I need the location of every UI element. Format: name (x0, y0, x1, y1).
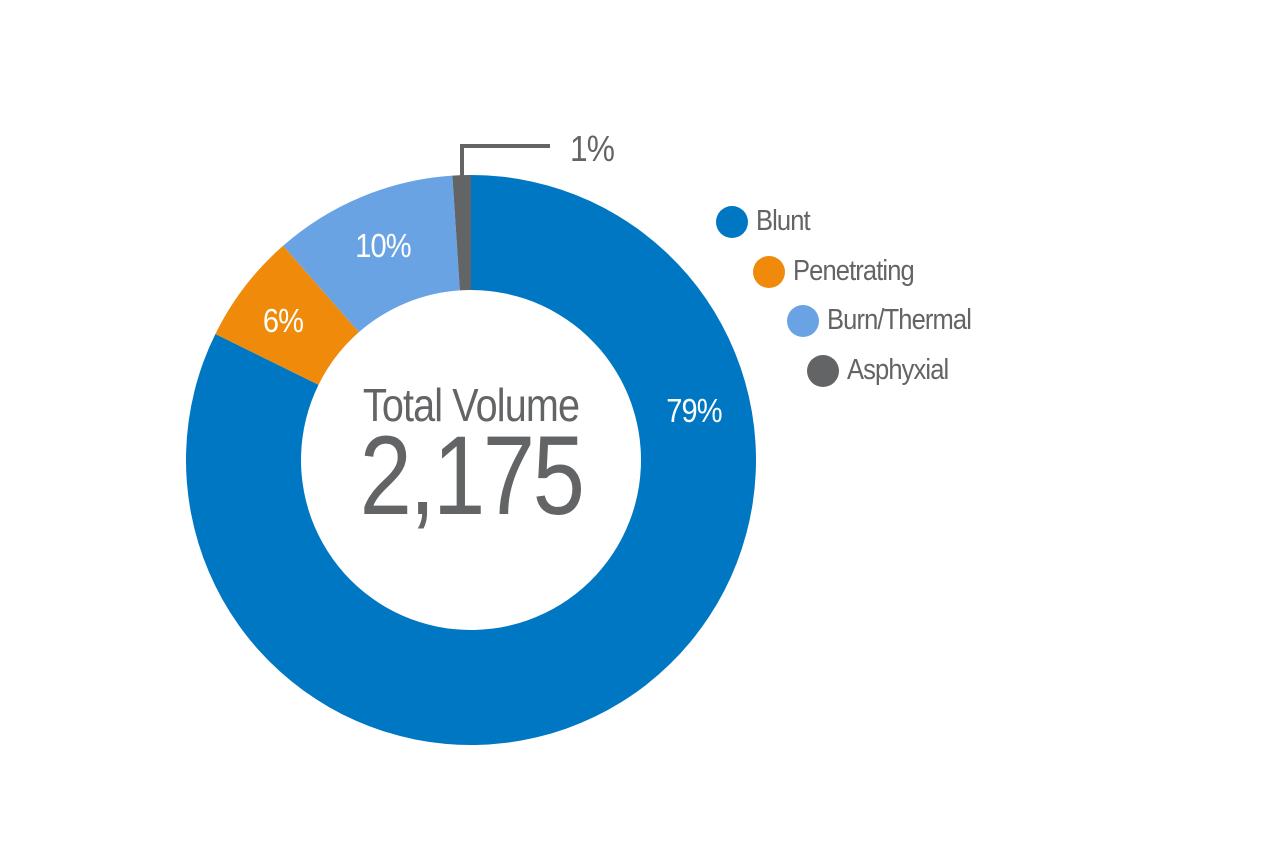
legend-item-burn-thermal: Burn/Thermal (787, 304, 991, 337)
slice-penetrating (215, 245, 359, 385)
legend-swatch-penetrating (753, 255, 785, 288)
slice-label-blunt: 79% (666, 392, 722, 429)
legend-swatch-burn-thermal (787, 304, 819, 337)
slice-burn-thermal (283, 175, 460, 333)
legend-item-blunt: Blunt (716, 205, 817, 238)
center-title: Total Volume (362, 379, 580, 431)
legend-swatch-asphyxial (807, 354, 839, 387)
asphyxial-callout-line (460, 144, 550, 176)
legend-label: Burn/Thermal (827, 304, 972, 336)
legend-swatch-blunt (716, 205, 748, 238)
slice-label-penetrating: 6% (262, 302, 304, 339)
slice-label-asphyxial: 1% (570, 128, 615, 169)
donut-slices (185, 175, 756, 745)
slice-asphyxial (452, 175, 471, 291)
legend-item-penetrating: Penetrating (753, 255, 930, 288)
slice-blunt (185, 175, 756, 745)
legend-label: Blunt (756, 205, 811, 237)
slice-label-burn-thermal: 10% (355, 227, 411, 264)
legend-item-asphyxial: Asphyxial (807, 354, 962, 387)
legend-label: Asphyxial (847, 354, 949, 386)
center-total-value: 2,175 (359, 413, 585, 538)
legend-label: Penetrating (793, 255, 915, 287)
